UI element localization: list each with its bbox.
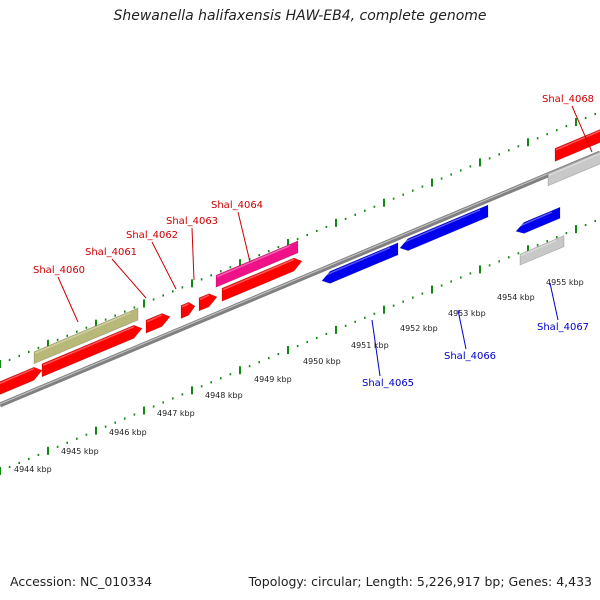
kbp-label: 4947 kbp — [157, 409, 195, 418]
gene-arrow-forward — [180, 301, 196, 319]
gene-arrow-reverse — [321, 242, 399, 284]
gene-features — [0, 129, 600, 395]
gene-box-rna-shine — [34, 312, 131, 354]
gene-arrow-reverse-shine — [322, 247, 391, 277]
kbp-label: 4951 kbp — [351, 341, 389, 350]
gene-label-connector — [151, 241, 177, 290]
map-title: Shewanella halifaxensis HAW-EB4, complet… — [113, 8, 487, 24]
gene-label: Shal_4062 — [126, 230, 178, 241]
kbp-label: 4954 kbp — [497, 293, 535, 302]
gene-box-pseudo-shine — [520, 239, 557, 257]
gene-label: Shal_4064 — [211, 200, 263, 211]
gene-box-highlighted-shine — [216, 245, 291, 278]
genome-summary-text: Topology: circular; Length: 5,226,917 bp… — [248, 574, 592, 589]
gene-arrow-reverse-shine — [400, 209, 481, 245]
gene-box-highlighted — [215, 240, 299, 288]
gene-arrow-forward — [0, 366, 43, 395]
kbp-label: 4955 kbp — [546, 278, 584, 287]
gene-label-connector — [571, 105, 593, 153]
gene-arrow-forward-shine — [222, 258, 295, 291]
tick-marks — [0, 112, 597, 475]
gene-arrow-forward — [198, 293, 218, 312]
gene-arrow-forward-shine — [0, 368, 35, 385]
gene-arrow-reverse-shine — [516, 211, 553, 228]
gene-arrow-forward-shine — [181, 303, 190, 308]
kbp-label: 4945 kbp — [61, 447, 99, 456]
gene-label: Shal_4066 — [444, 351, 496, 362]
gene-label: Shal_4065 — [362, 378, 414, 389]
gene-arrow-forward-shine — [555, 130, 600, 151]
gene-label: Shal_4067 — [537, 322, 589, 333]
kbp-label: 4953 kbp — [448, 309, 486, 318]
gene-arrow-forward-shine — [42, 326, 135, 367]
gene-label: Shal_4061 — [85, 247, 137, 258]
accession-text: Accession: NC_010334 — [10, 574, 153, 589]
gene-label-connector — [371, 319, 381, 377]
gene-arrow-reverse — [515, 206, 561, 234]
gene-label-connector — [57, 276, 79, 323]
kbp-label: 4944 kbp — [14, 465, 52, 474]
kbp-label: 4952 kbp — [400, 324, 438, 333]
gene-label: Shal_4063 — [166, 216, 218, 227]
gene-label-connector — [191, 227, 195, 281]
kbp-label: 4946 kbp — [109, 428, 147, 437]
gene-arrow-forward — [554, 129, 600, 162]
kbp-label: 4950 kbp — [303, 357, 341, 366]
kbp-label: 4949 kbp — [254, 375, 292, 384]
gene-label: Shal_4068 — [542, 94, 594, 105]
gene-box-pseudo-shine — [548, 152, 600, 176]
gene-box-pseudo — [519, 235, 565, 266]
gene-label: Shal_4060 — [33, 265, 85, 276]
gene-label-connector — [111, 258, 147, 299]
genome-backbone — [0, 150, 600, 408]
backbone-line — [0, 150, 600, 408]
gene-box-rna — [33, 307, 139, 365]
gene-arrow-forward — [221, 257, 303, 302]
gene-box-pseudo — [547, 151, 600, 187]
kbp-label: 4948 kbp — [205, 391, 243, 400]
kbp-scale-labels: 4944 kbp 4945 kbp 4946 kbp 4947 kbp 4948 kbp… — [14, 278, 584, 474]
gene-label-connector — [549, 282, 559, 321]
gene-label-connector — [237, 211, 251, 263]
gene-arrow-reverse — [399, 204, 489, 251]
gene-arrow-forward-shine — [146, 314, 163, 323]
gene-arrow-forward — [145, 313, 171, 334]
gene-label-connector — [457, 309, 467, 350]
gene-arrow-forward-shine — [199, 294, 210, 301]
backbone-highlight — [0, 151, 600, 405]
gene-arrow-forward — [41, 324, 143, 378]
